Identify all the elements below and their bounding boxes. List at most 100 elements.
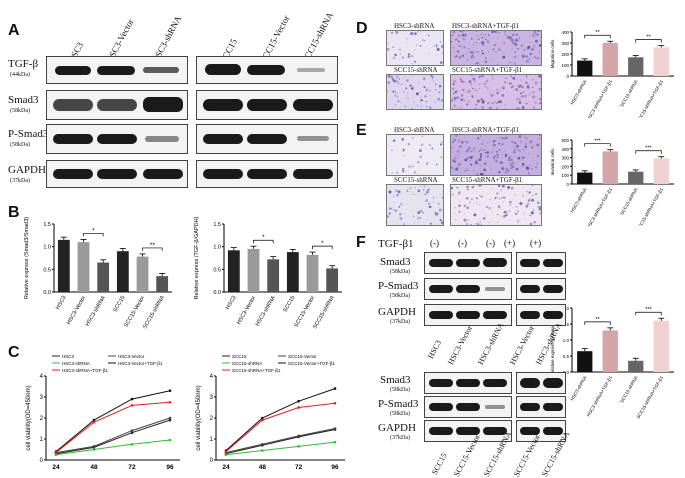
- data-point: [297, 445, 300, 448]
- data-point: [130, 429, 134, 432]
- data-point: [168, 389, 172, 392]
- x-tick-label: SCC15-shRNA: [619, 79, 638, 108]
- x-tick-label: SCC15-shRNA: [619, 187, 638, 216]
- y-tick-label: 0.0: [43, 290, 51, 296]
- bar: [227, 250, 240, 292]
- y-axis-label: Migration cells: [550, 39, 555, 69]
- bar: [653, 47, 669, 76]
- panel-label-f: F: [356, 234, 366, 251]
- chart-b-smad3: 0.0 0.5 1.0 1.5 Relative express (Smad3/Smad…: [24, 217, 172, 330]
- blot-row-label: GAPDH: [378, 306, 416, 318]
- y-tick-label: 500: [561, 138, 569, 143]
- micro-title: SCC15-shRNA: [394, 66, 438, 74]
- micrograph-d1: [386, 30, 444, 66]
- bar: [602, 151, 618, 184]
- blot-psmad3-left: [46, 124, 188, 154]
- chart-b-tgfb: 0.0 0.5 1.0 1.5 Relative express (TGF-β/GAPD…: [194, 216, 342, 330]
- x-tick-label: 24: [222, 464, 230, 471]
- y-tick-label: 2: [40, 416, 44, 422]
- significance-mark: ***: [645, 307, 652, 313]
- data-point: [261, 449, 264, 452]
- blot-f-psmad3-bottom-left: [424, 396, 512, 418]
- y-tick-label: 1.0: [43, 245, 51, 251]
- kda-label: (58kDa): [390, 387, 410, 393]
- y-axis-label: Relative express (Smad3/Smad3): [24, 217, 30, 299]
- y-tick-label: 400: [561, 30, 569, 35]
- blot-tgfb-right: [196, 56, 338, 84]
- blot-f-psmad3-top-right: [516, 278, 566, 300]
- y-tick-label: 1.0: [563, 338, 570, 343]
- data-point: [168, 400, 172, 404]
- series-line: [225, 441, 336, 456]
- data-point: [92, 420, 96, 424]
- bar: [577, 60, 593, 76]
- blot-f-gapdh-top-right: [516, 304, 566, 326]
- x-tick-label: SCC15: [113, 295, 127, 313]
- micrograph-e1: [386, 134, 444, 176]
- blot-row-label: P-Smad3: [378, 280, 419, 292]
- series-line: [225, 429, 336, 455]
- bar: [653, 320, 669, 372]
- x-tick-label: HSC3: [225, 295, 238, 311]
- legend-label: SCC15-Vector: [288, 354, 317, 359]
- y-tick-label: 0.5: [43, 267, 51, 273]
- significance-bracket: [635, 311, 662, 316]
- lane-label: HSC3-Vector: [508, 323, 537, 367]
- y-tick-label: 200: [561, 52, 569, 57]
- y-tick-label: 300: [561, 41, 569, 46]
- x-tick-label: 72: [295, 464, 303, 471]
- significance-bracket: [635, 150, 662, 154]
- panel-label-c: C: [8, 344, 20, 361]
- y-tick-label: 100: [561, 173, 569, 178]
- blot-row-label: Smad3: [8, 94, 39, 106]
- significance-mark: **: [150, 242, 156, 249]
- y-axis-label: cell viability(OD=450nm): [26, 385, 32, 450]
- micro-title: SCC15-shRNA+TGF-β1: [452, 176, 523, 184]
- y-tick-label: 4: [40, 374, 44, 380]
- y-tick-label: 0.0: [563, 370, 570, 375]
- blot-f-gapdh-top-left: [424, 304, 512, 326]
- blot-row-label: P-Smad3: [8, 128, 49, 140]
- bar: [77, 242, 90, 292]
- blot-psmad3-right: [196, 124, 338, 154]
- x-tick-label: HSC3-shRNA: [85, 295, 107, 328]
- significance-mark: *: [92, 227, 95, 234]
- bar: [286, 252, 299, 292]
- lane-label: HSC3-shRNA: [476, 321, 506, 367]
- legend-label: SCC15-shRNA+TGF-β1: [232, 368, 281, 373]
- x-tick-label: HSC3-shRNA: [569, 375, 587, 402]
- kda-label: (44kDa): [10, 72, 30, 78]
- series-line: [225, 388, 336, 451]
- bar: [602, 43, 618, 76]
- kda-label: (37kDa): [10, 178, 30, 184]
- x-tick-label: SCC15-shRNA: [142, 295, 166, 330]
- micro-title: SCC15-shRNA+TGF-β1: [452, 66, 523, 74]
- y-tick-label: 400: [561, 147, 569, 152]
- treatment-mark: (+): [530, 238, 542, 248]
- blot-f-gapdh-bottom-right: [516, 420, 566, 442]
- y-tick-label: 0.5: [563, 354, 570, 359]
- x-tick-label: 48: [259, 464, 267, 471]
- legend-label: SCC15-Vector+TGF-β1: [288, 361, 335, 366]
- series-line: [225, 402, 336, 452]
- data-point: [130, 404, 134, 407]
- y-axis-label: Relative express (p-Smad3/Smad3): [550, 304, 555, 376]
- legend-label: HSC3: [62, 354, 75, 359]
- significance-bracket: [312, 245, 333, 250]
- legend-label: HSC3-Vector+TGF-β1: [118, 361, 163, 366]
- bar: [628, 171, 644, 184]
- blot-f-smad3-bottom-left: [424, 372, 512, 394]
- bar: [136, 256, 149, 292]
- blot-smad3-right: [196, 90, 338, 120]
- data-point: [333, 427, 337, 430]
- chart-e-invasion: 0 100 200 300 400 500 Invasion cells HSC3-shRNA…: [550, 138, 674, 226]
- y-tick-label: 1: [40, 437, 44, 443]
- y-tick-label: 0.5: [213, 267, 221, 273]
- series-line: [225, 428, 336, 454]
- x-tick-label: 72: [128, 464, 136, 471]
- data-point: [224, 450, 228, 453]
- panel-label-b: B: [8, 204, 20, 221]
- y-axis-label: Invasion cells: [550, 148, 555, 176]
- data-point: [54, 453, 58, 457]
- significance-bracket: [83, 233, 104, 237]
